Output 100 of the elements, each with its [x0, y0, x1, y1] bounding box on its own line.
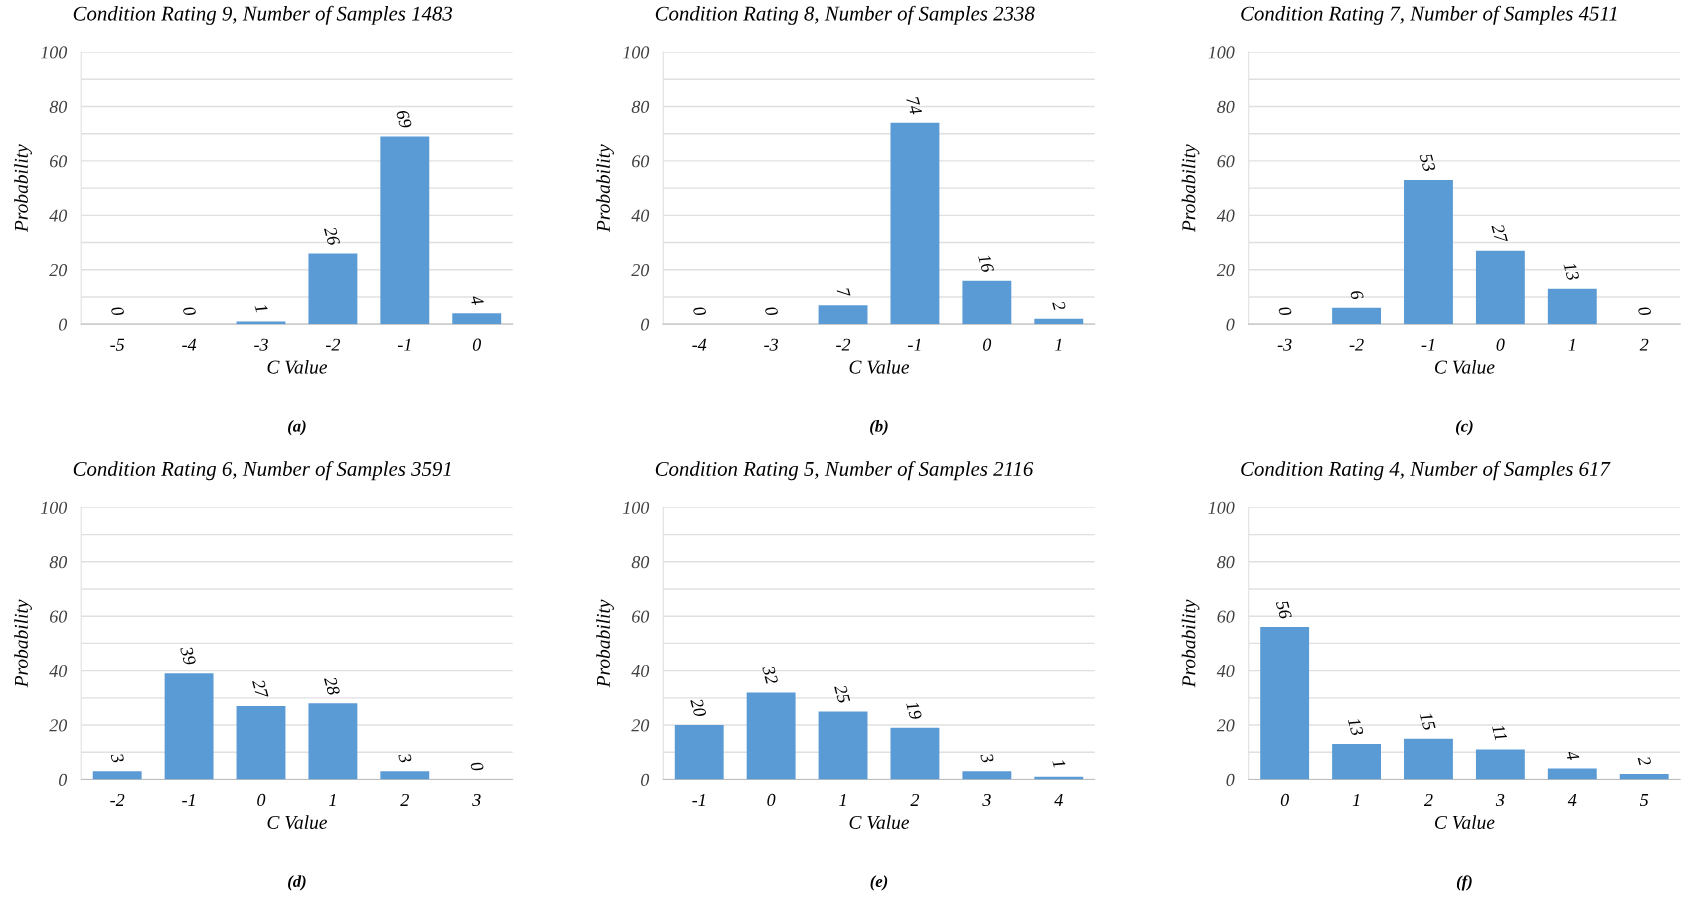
chart-title: Condition Rating 8, Number of Samples 2338 — [655, 5, 1035, 25]
bar — [818, 305, 868, 325]
y-axis-title: Probability — [596, 599, 614, 688]
bar — [452, 313, 502, 325]
x-tick-label: -1 — [1421, 338, 1435, 351]
data-label: 0 — [110, 305, 125, 317]
bar — [380, 136, 430, 325]
bar — [1475, 749, 1525, 780]
chart-title: Condition Rating 7, Number of Samples 4511 — [1241, 5, 1617, 25]
bar — [236, 321, 286, 325]
y-tick-label: 0 — [641, 318, 650, 331]
data-label: 3 — [110, 752, 125, 764]
data-label: 0 — [182, 305, 197, 317]
x-axis-title: C Value — [1435, 815, 1495, 830]
x-tick-label: 5 — [1639, 794, 1649, 807]
bar — [1034, 318, 1084, 325]
text: (c) — [1456, 420, 1473, 436]
bar — [1547, 768, 1597, 780]
x-tick-label: -2 — [836, 338, 851, 351]
data-label: 19 — [906, 700, 923, 721]
text: (d) — [288, 875, 306, 891]
y-tick-label: 0 — [641, 773, 650, 786]
chart-title: Condition Rating 4, Number of Samples 617 — [1241, 461, 1611, 481]
y-tick-label: 80 — [49, 100, 68, 113]
x-tick-label: 1 — [839, 793, 846, 806]
x-tick-label: 1 — [1568, 338, 1575, 351]
data-label: 3 — [398, 752, 412, 764]
y-tick-label: 100 — [622, 501, 650, 514]
data-label: 1 — [1052, 758, 1066, 768]
text: (f) — [1456, 875, 1472, 891]
y-axis-title: Probability — [1181, 599, 1200, 688]
y-tick-label: 60 — [50, 610, 68, 623]
x-tick-label: -1 — [182, 793, 195, 806]
bar — [1260, 627, 1310, 780]
x-axis-title: C Value — [849, 360, 910, 374]
y-tick-label: 100 — [40, 501, 68, 514]
y-tick-label: 40 — [49, 209, 68, 222]
y-tick-label: 20 — [631, 719, 650, 732]
bar — [1332, 307, 1382, 325]
bar — [1404, 179, 1453, 325]
bar — [674, 725, 724, 780]
data-label: 69 — [395, 109, 413, 129]
y-tick-label: 0 — [1226, 773, 1235, 786]
x-tick-label: 0 — [257, 793, 266, 807]
y-tick-label: 60 — [632, 610, 650, 623]
y-tick-label: 100 — [622, 46, 650, 59]
y-tick-label: 40 — [631, 209, 650, 222]
y-tick-label: 80 — [1217, 556, 1235, 569]
x-tick-label: 3 — [472, 793, 481, 807]
x-tick-label: 4 — [1054, 794, 1063, 806]
x-tick-label: 0 — [1496, 338, 1505, 351]
y-tick-label: 0 — [59, 773, 68, 786]
data-label: 13 — [1347, 716, 1364, 737]
data-label: 28 — [323, 675, 341, 696]
text: (e) — [870, 875, 888, 891]
x-tick-label: -2 — [326, 338, 341, 351]
y-tick-label: 0 — [59, 318, 68, 331]
x-tick-label: 0 — [1280, 793, 1289, 807]
x-tick-label: 1 — [1352, 793, 1360, 806]
bar — [380, 771, 430, 780]
bar — [1332, 744, 1382, 780]
data-label: 0 — [1278, 305, 1292, 317]
x-tick-label: -4 — [182, 338, 197, 351]
x-tick-label: 2 — [910, 793, 920, 806]
bar — [818, 711, 868, 780]
data-label: 27 — [252, 678, 269, 700]
bar — [92, 771, 142, 780]
data-label: 1 — [254, 303, 268, 313]
data-label: 0 — [470, 761, 485, 773]
y-tick-label: 80 — [1217, 100, 1235, 113]
data-label: 53 — [1419, 152, 1436, 173]
data-label: 74 — [906, 96, 923, 116]
data-label: 39 — [180, 645, 197, 666]
x-axis-title: C Value — [1435, 360, 1495, 374]
x-tick-label: 3 — [1495, 793, 1505, 807]
x-tick-label: 2 — [1639, 338, 1649, 351]
bar — [962, 280, 1012, 325]
data-label: 11 — [1492, 723, 1508, 741]
x-tick-label: -3 — [764, 338, 779, 351]
bar — [308, 703, 358, 780]
x-tick-label: 2 — [1423, 793, 1433, 806]
x-tick-label: -2 — [110, 793, 125, 806]
y-tick-label: 100 — [1208, 501, 1235, 514]
x-axis-title: C Value — [267, 360, 328, 374]
x-tick-label: 1 — [329, 793, 336, 806]
x-tick-label: 3 — [982, 793, 991, 807]
data-label: 6 — [1350, 289, 1364, 301]
y-tick-label: 60 — [1217, 610, 1235, 623]
x-axis-title: C Value — [267, 815, 328, 830]
data-label: 0 — [1637, 305, 1652, 317]
data-label: 32 — [762, 664, 779, 685]
data-label: 27 — [1491, 222, 1508, 245]
y-axis-title: Probability — [14, 599, 32, 688]
x-axis-title: C Value — [849, 815, 910, 830]
data-label: 13 — [1563, 261, 1580, 282]
y-tick-label: 20 — [1216, 719, 1235, 732]
bar — [746, 692, 796, 780]
y-tick-label: 100 — [1208, 46, 1235, 59]
chart-title: Condition Rating 9, Number of Samples 1483 — [73, 5, 453, 25]
y-tick-label: 40 — [631, 664, 650, 678]
